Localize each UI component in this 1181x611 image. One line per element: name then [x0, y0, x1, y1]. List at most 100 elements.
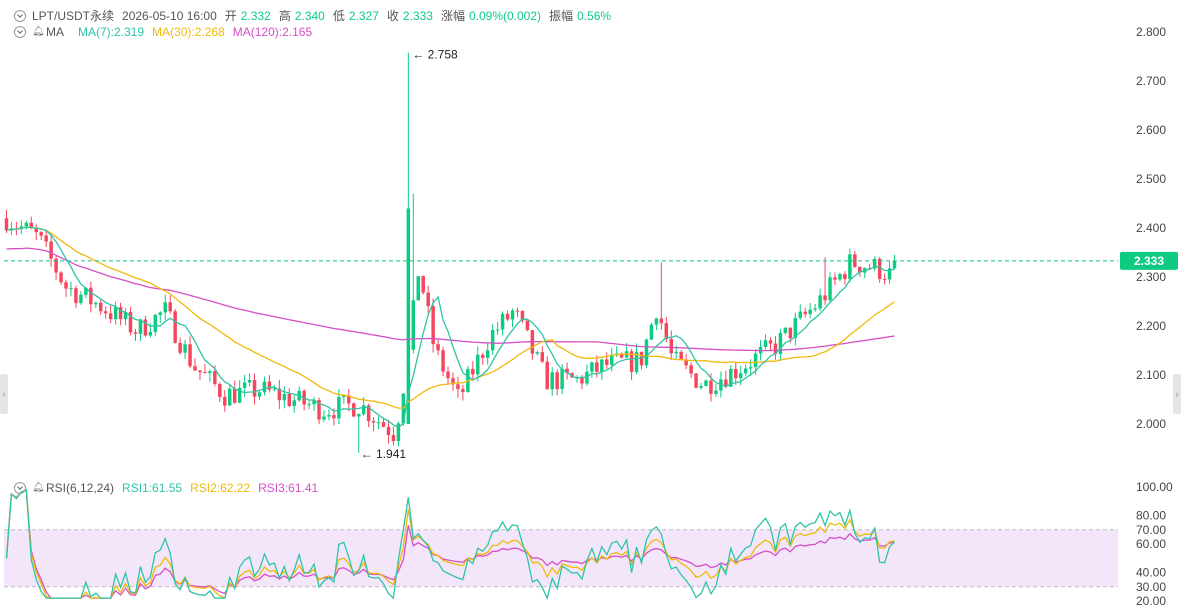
high-label: 高: [278, 9, 291, 23]
candle-body: [168, 302, 172, 312]
candle-body: [729, 368, 733, 387]
candle-body: [441, 350, 445, 372]
candle-body: [694, 373, 698, 388]
candle-body: [451, 378, 455, 385]
candle-body: [595, 362, 599, 372]
candle-body: [64, 282, 68, 289]
candle-body: [872, 258, 877, 269]
amplitude-value: 0.56%: [577, 8, 612, 23]
candle-body: [4, 218, 9, 231]
candle-body: [500, 313, 505, 330]
low-label: 低: [332, 9, 345, 23]
candle-body: [272, 388, 277, 390]
symbol-label: LPT/USDT永续: [32, 9, 115, 23]
ma-indicator-name[interactable]: MA: [46, 25, 64, 39]
rsi-axis-tick-label: 70.00: [1136, 523, 1166, 537]
candle-body: [193, 366, 197, 371]
candle-body: [267, 381, 272, 390]
rsi1-line: [5, 488, 895, 601]
price-axis-tick-label: 2.100: [1136, 368, 1166, 382]
candle-body: [247, 380, 252, 383]
candle-body: [188, 344, 192, 367]
left-panel-toggle[interactable]: ‹: [0, 374, 8, 414]
candle-body: [218, 384, 222, 398]
right-panel-toggle[interactable]: ›: [1173, 374, 1181, 414]
candle-body: [103, 311, 108, 314]
last-price-tag: [1120, 251, 1178, 270]
candle-body: [456, 384, 460, 390]
ma120-line: [6, 247, 895, 352]
ma7-line: [6, 226, 895, 429]
candle-body: [337, 397, 341, 419]
candle-body: [709, 380, 713, 394]
price-axis-tick-label: 2.000: [1136, 417, 1166, 431]
amplitude-label: 振幅: [549, 9, 574, 23]
candle-body: [49, 241, 53, 259]
candle-body: [128, 312, 133, 333]
price-axis-tick-label: 2.800: [1136, 25, 1166, 39]
candle-body: [600, 359, 604, 372]
candle-body: [649, 324, 654, 340]
candle-body: [848, 254, 852, 280]
candle-body: [803, 311, 807, 315]
change-value: 0.09%(0.002): [468, 8, 542, 23]
rsi-indicator-name[interactable]: RSI(6,12,24): [46, 481, 115, 495]
rsi-bell-icon[interactable]: 🔔︎: [32, 482, 45, 493]
candle-body: [79, 294, 83, 304]
candle-body: [59, 272, 63, 283]
candle-body: [778, 332, 783, 354]
candle-body: [307, 404, 311, 406]
candle-body: [153, 314, 158, 333]
candle-body: [277, 388, 282, 401]
candle-body: [490, 329, 495, 351]
candle-body: [485, 350, 490, 358]
price-axis-tick-label: 2.200: [1136, 319, 1166, 333]
candle-body: [366, 405, 371, 422]
candle-body: [257, 392, 262, 397]
rsi-band: [4, 529, 1118, 587]
candle-body: [287, 393, 292, 407]
candle-body: [69, 288, 73, 290]
high-value: 2.340: [294, 8, 325, 23]
candle-body: [356, 414, 361, 417]
last-price-tag-label: 2.333: [1134, 254, 1164, 268]
rsi3-legend: RSI3:61.41: [258, 481, 319, 495]
ohlc-header: LPT/USDT永续 2026-05-10 16:00 开 2.332 高 2.…: [14, 7, 611, 24]
ma-legend: 🔔︎ MA MA(7):2.319 MA(30):2.268 MA(120):2…: [14, 25, 312, 39]
bell-icon[interactable]: 🔔︎: [32, 26, 45, 37]
candle-body: [838, 274, 842, 280]
ma-collapse-chevron-icon[interactable]: [14, 26, 26, 38]
candle-body: [669, 338, 674, 354]
candle-body: [773, 343, 778, 354]
candle-body: [535, 352, 540, 354]
candle-body: [312, 400, 316, 405]
candle-body: [793, 318, 798, 339]
candle-body: [242, 382, 247, 388]
rsi2-legend: RSI2:62.22: [190, 481, 251, 495]
candle-body: [753, 353, 758, 368]
candle-body: [232, 388, 237, 403]
candle-body: [118, 307, 123, 320]
candle-body: [743, 368, 748, 374]
candle-body: [704, 380, 708, 386]
close-value: 2.333: [402, 8, 433, 23]
candle-body: [173, 311, 177, 343]
collapse-chevron-icon[interactable]: [14, 9, 26, 22]
candle-body: [828, 277, 832, 301]
candle-body: [768, 340, 773, 344]
candle-body: [371, 421, 376, 423]
candle-body: [342, 395, 346, 398]
rsi-collapse-chevron-icon[interactable]: [14, 482, 26, 494]
price-axis-tick-label: 2.500: [1136, 172, 1166, 186]
candle-body: [361, 405, 366, 415]
candle-body: [515, 310, 520, 312]
candle-body: [892, 260, 897, 269]
candle-body: [24, 222, 29, 227]
rsi-axis-tick-label: 30.00: [1136, 580, 1166, 594]
candle-body: [446, 371, 450, 379]
candle-body: [833, 277, 837, 280]
candle-body: [352, 403, 356, 417]
candle-body: [39, 232, 43, 236]
candle-body: [634, 351, 639, 372]
